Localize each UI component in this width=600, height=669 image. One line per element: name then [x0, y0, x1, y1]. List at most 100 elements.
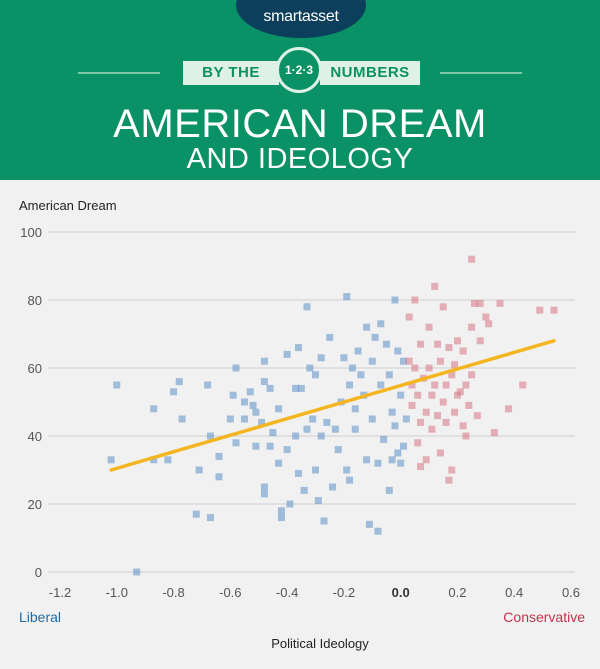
data-point [436, 449, 444, 457]
data-point [269, 429, 277, 437]
data-point [400, 442, 408, 450]
x-tick-labels: -1.2 -1.0 -0.8 -0.6 -0.4 -0.2 0.0 0.2 0.4 0.6 [49, 585, 580, 600]
data-point [294, 469, 302, 477]
data-point [519, 381, 527, 389]
data-point [351, 405, 359, 413]
y-tick-labels: 0 20 40 60 80 100 [20, 225, 42, 580]
data-point [408, 381, 416, 389]
data-point [241, 415, 249, 423]
data-point [266, 442, 274, 450]
data-point [459, 422, 467, 430]
data-point [357, 371, 365, 379]
data-point [425, 323, 433, 331]
data-point [400, 357, 408, 365]
y-tick-label: 100 [20, 225, 42, 240]
data-point [260, 490, 268, 498]
data-point [113, 381, 121, 389]
data-point [252, 408, 260, 416]
data-point [309, 415, 317, 423]
data-point [417, 418, 425, 426]
data-point [170, 388, 178, 396]
data-point [150, 456, 158, 464]
data-point [340, 354, 348, 362]
data-point [368, 357, 376, 365]
data-point [346, 381, 354, 389]
data-point [485, 320, 493, 328]
data-point [550, 306, 558, 314]
data-point [314, 497, 322, 505]
data-point [277, 514, 285, 522]
data-point [385, 486, 393, 494]
data-point [422, 408, 430, 416]
data-point [397, 391, 405, 399]
data-point [354, 347, 362, 355]
data-point [388, 408, 396, 416]
data-point [195, 466, 203, 474]
data-point [374, 459, 382, 467]
data-point [175, 378, 183, 386]
data-point [206, 432, 214, 440]
liberal-label: Liberal [19, 609, 61, 625]
data-point [459, 347, 467, 355]
y-tick-label: 40 [28, 429, 42, 444]
data-point [394, 347, 402, 355]
data-point [411, 364, 419, 372]
data-point [371, 333, 379, 341]
data-point [283, 350, 291, 358]
data-point [277, 507, 285, 515]
data-point [294, 344, 302, 352]
x-tick-label: -0.8 [162, 585, 184, 600]
data-point [365, 520, 373, 528]
data-point [431, 282, 439, 290]
data-point [323, 418, 331, 426]
data-point [351, 425, 359, 433]
data-point [382, 340, 390, 348]
data-point [343, 466, 351, 474]
data-point [363, 323, 371, 331]
data-point [206, 514, 214, 522]
data-point [249, 401, 257, 409]
smartasset-logo[interactable]: smartasset [263, 8, 339, 25]
data-point [215, 473, 223, 481]
trend-line [109, 339, 556, 472]
data-point [505, 405, 513, 413]
data-point [331, 425, 339, 433]
data-point [275, 459, 283, 467]
header-banner: smartasset BY THE NUMBERS 1·2·3 AMERICAN… [0, 0, 600, 180]
ribbon-left: BY THE [183, 61, 279, 85]
data-point [442, 381, 450, 389]
data-point [164, 456, 172, 464]
data-point [442, 418, 450, 426]
data-point [451, 408, 459, 416]
data-point [300, 486, 308, 494]
y-tick-label: 20 [28, 497, 42, 512]
data-point [425, 364, 433, 372]
data-point [456, 388, 464, 396]
data-point [468, 371, 476, 379]
data-point [229, 391, 237, 399]
data-point [326, 333, 334, 341]
data-point [133, 568, 141, 576]
data-point [346, 476, 354, 484]
ribbon-rule-left [78, 72, 160, 74]
data-point [490, 429, 498, 437]
data-point [428, 425, 436, 433]
data-point [482, 313, 490, 321]
data-point [241, 398, 249, 406]
data-point [329, 483, 337, 491]
data-point [391, 296, 399, 304]
data-point [283, 446, 291, 454]
data-point [462, 381, 470, 389]
data-point [536, 306, 544, 314]
grid [48, 231, 575, 573]
x-tick-label: 0.2 [448, 585, 466, 600]
data-point [266, 384, 274, 392]
data-point [150, 405, 158, 413]
data-point [192, 510, 200, 518]
data-point [402, 415, 410, 423]
data-point [462, 432, 470, 440]
data-point [434, 340, 442, 348]
data-point [348, 364, 356, 372]
data-point [363, 456, 371, 464]
data-point [260, 483, 268, 491]
